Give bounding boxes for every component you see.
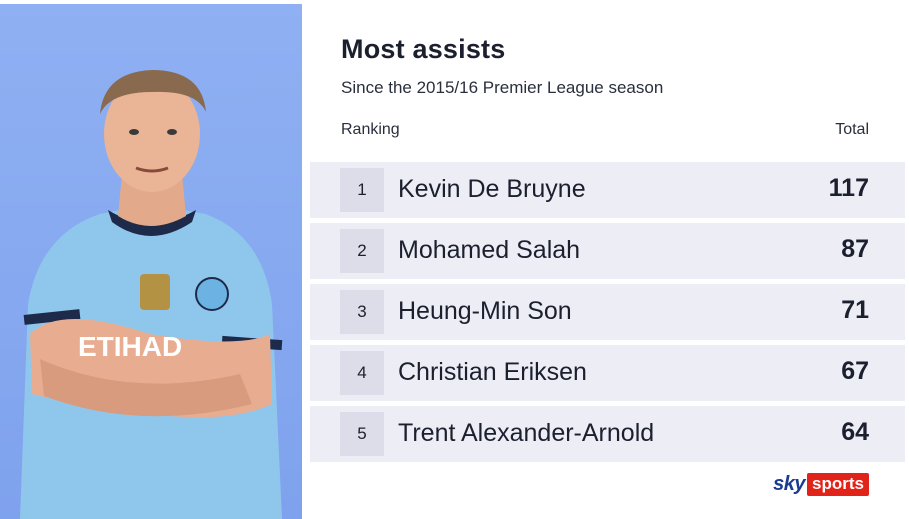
player-name: Christian Eriksen [398,358,587,386]
table-row: 3 Heung-Min Son 71 [310,284,905,340]
player-name: Mohamed Salah [398,236,581,264]
rank-number: 5 [340,412,384,456]
rank-number: 4 [340,351,384,395]
column-header-total: Total [835,121,869,138]
logo-sports-text: sports [807,472,869,496]
rank-number: 3 [340,290,384,334]
graphic-card: ETIHAD Most assists Since the 2015/16 Pr… [0,4,909,519]
chart-subtitle: Since the 2015/16 Premier League season [341,78,664,97]
ranking-table: 1 Kevin De Bruyne 117 2 Mohamed Salah 87… [310,162,905,467]
player-name: Trent Alexander-Arnold [398,419,655,447]
table-panel: Most assists Since the 2015/16 Premier L… [302,4,905,519]
assist-total: 117 [828,174,869,202]
rank-number: 2 [340,229,384,273]
assist-total: 87 [841,235,869,263]
assist-total: 71 [841,296,869,324]
table-row: 5 Trent Alexander-Arnold 64 [310,406,905,462]
table-row: 1 Kevin De Bruyne 117 [310,162,905,218]
assist-total: 64 [841,418,869,446]
player-photo-icon: ETIHAD [20,70,283,519]
logo-sky-text: sky [773,472,806,495]
table-row: 2 Mohamed Salah 87 [310,223,905,279]
table-row: 4 Christian Eriksen 67 [310,345,905,401]
rank-number: 1 [340,168,384,212]
sky-sports-logo: sky sports [773,472,869,496]
chart-title: Most assists [341,34,506,64]
assist-total: 67 [841,357,869,385]
shirt-sponsor: ETIHAD [78,331,182,362]
player-photo-panel: ETIHAD [0,4,302,519]
player-name: Kevin De Bruyne [398,175,586,203]
player-name: Heung-Min Son [398,297,572,325]
column-header-ranking: Ranking [341,121,400,138]
